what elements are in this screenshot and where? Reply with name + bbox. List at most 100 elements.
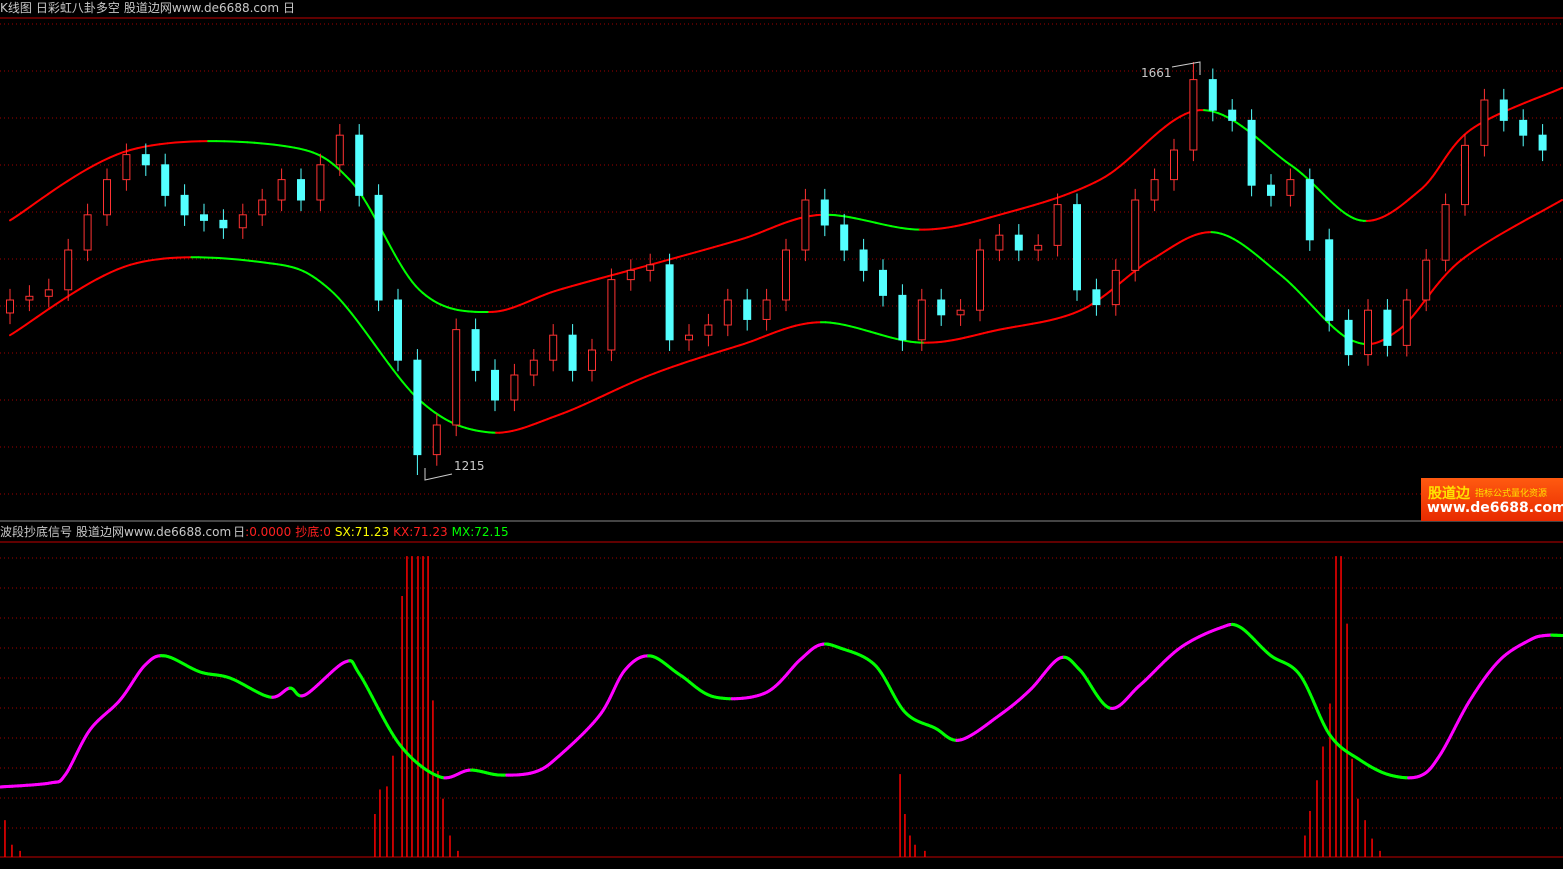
lower-band-segment [387,362,395,372]
lower-band-segment [1496,231,1505,238]
lower-band-segment [346,306,353,315]
indicator-name: 日彩虹八卦多空 [35,1,120,15]
candle-up [762,299,771,320]
sub-chart-header: 波段抄底信号 股道边网www.de6688.com 日:0.0000 抄底:0 SX:7… [0,524,513,540]
lower-band-segment [401,380,408,388]
lower-band-segment [95,274,105,281]
candle-down [413,359,422,456]
candle-up [122,154,131,181]
candle-up [549,334,558,361]
lower-band-segment [129,262,138,266]
candle-down [1247,119,1256,186]
candle-down [820,199,829,226]
kx-readout: KX:71.23 [393,525,448,539]
candle-up [1441,204,1450,261]
candle-up [646,264,655,271]
candle-down [219,219,228,229]
candle-up [1034,244,1043,251]
upper-band-segment [1144,138,1152,145]
candle-up [782,249,790,301]
candle-down [471,329,480,371]
candle-up [529,359,538,376]
main-chart-header: K线图 日彩虹八卦多空 股道边网www.de6688.com 日 [0,0,299,16]
candle-up [335,134,344,166]
min-price-label: 1215 [454,459,485,473]
max-price-label: 1661 [1141,66,1172,80]
candle-up [685,334,693,341]
upper-band-segment [386,240,393,250]
upper-band-segment [174,140,185,144]
lower-band-segment [350,312,358,321]
candle-down [355,134,364,196]
candle-up [64,249,73,291]
upper-band-segment [1154,129,1162,136]
upper-band-segment [108,153,118,159]
candle-up [956,309,965,316]
upper-band-segment [253,141,263,145]
candle-up [1150,179,1159,201]
upper-band-segment [246,141,256,144]
candle-down [1208,79,1217,111]
upper-band-segment [87,163,97,170]
lower-band-segment [155,257,165,261]
candle-up [238,214,247,229]
upper-band-segment [393,253,400,262]
chaodi-readout: 抄底:0 [295,525,331,539]
candle-up [801,199,810,251]
lower-band-segment [378,350,386,359]
site-label: 股道边网www.de6688.com [76,525,232,539]
candle-down [1092,289,1101,306]
lower-band-segment [88,278,98,285]
lower-band-segment [25,319,33,326]
upper-band-segment [1159,125,1167,132]
lower-band-segment [109,268,119,274]
lower-band-segment [1508,224,1517,231]
upper-band-segment [365,202,372,211]
upper-band-segment [29,201,38,208]
upper-band-segment [41,193,50,200]
candle-down [1014,234,1023,251]
candle-up [1422,259,1431,301]
upper-band-segment [115,151,125,156]
lower-band-segment [337,296,344,304]
upper-band-segment [80,167,90,174]
upper-band-segment [390,247,396,256]
candle-down [141,154,150,166]
chart-type-label: K线图 [0,1,32,15]
upper-band-segment [136,145,146,150]
candle-down [1519,119,1528,136]
candle-up [626,269,635,281]
candle-down [180,194,189,216]
lower-band-segment [61,294,70,302]
lower-band-segment [67,290,77,297]
lower-band-segment [1490,235,1499,241]
candle-up [510,374,519,401]
candle-up [1170,149,1178,181]
candle-down [1383,309,1392,346]
candle-up [1111,269,1120,306]
max-leader-line [1171,61,1201,75]
upper-band-segment [1139,142,1147,150]
lower-band-segment [102,271,112,277]
candle-up [277,179,286,201]
candle-up [607,279,616,351]
candle-up [917,299,926,341]
upper-band-segment [53,184,62,191]
lower-band-segment [1514,221,1523,227]
upper-band-segment [166,141,177,145]
lower-band-segment [81,282,91,289]
min-leader-line [424,468,453,481]
lower-band-segment [30,316,38,322]
lower-band-segment [142,259,151,263]
candle-down [1538,134,1547,151]
upper-band-segment [1109,168,1117,175]
lower-band-segment [162,257,172,260]
period-label: 日 [283,1,296,15]
upper-band-segment [362,197,368,205]
upper-band-segment [101,156,111,162]
lower-band-segment [1474,245,1482,252]
lower-band-segment [122,263,132,268]
candle-up [432,424,441,456]
candle-up [1364,309,1372,356]
